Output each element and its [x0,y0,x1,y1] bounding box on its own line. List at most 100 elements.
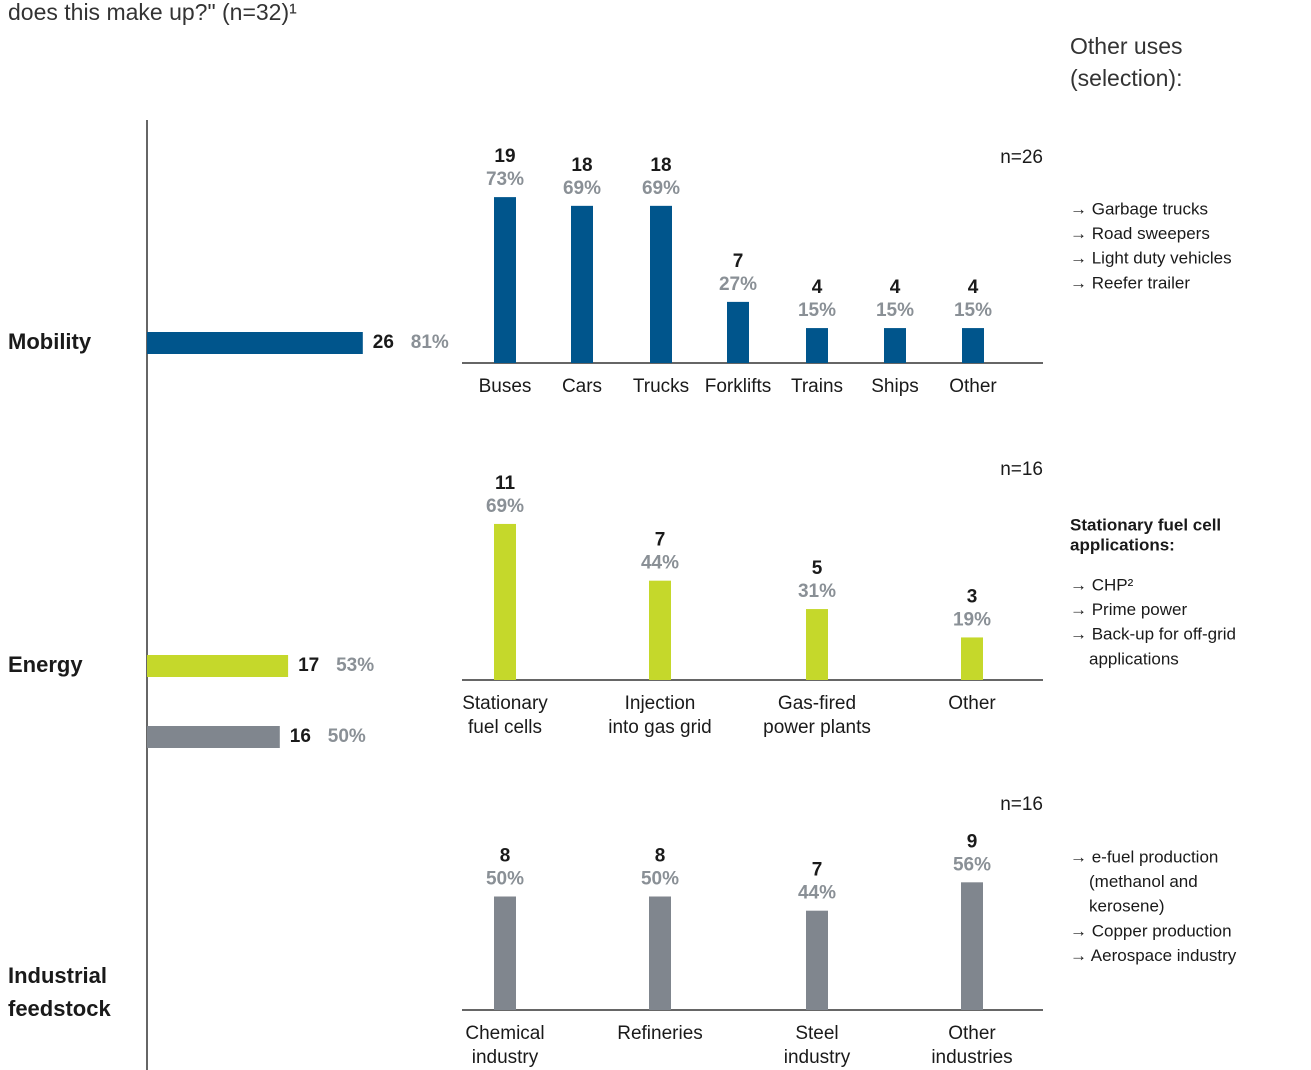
percent-label: 73% [486,169,524,190]
note-item: (methanol and [1089,872,1198,891]
value-label: 26 [373,332,394,353]
x-tick-label: Injection [625,693,696,714]
value-label: 7 [733,251,744,272]
note-item: → Back-up for off-grid [1070,625,1236,644]
x-tick-label: industries [931,1047,1012,1068]
value-label: 19 [494,146,515,167]
percent-label: 44% [641,553,679,574]
bar [727,301,749,363]
bar [147,726,280,748]
note-item: → Prime power [1070,600,1187,619]
percent-label: 69% [563,178,601,199]
value-label: 3 [967,586,978,607]
x-tick-label: Ships [871,376,919,397]
bar [494,523,516,680]
x-tick-label: Refineries [617,1023,703,1044]
value-label: 18 [650,155,671,176]
bar [961,882,983,1010]
value-label: 4 [812,277,823,298]
percent-label: 56% [953,854,991,875]
bar [806,609,828,680]
bar [147,332,363,354]
percent-label: 81% [411,332,449,353]
percent-label: 50% [328,726,366,747]
value-label: 16 [290,726,311,747]
x-tick-label: industry [784,1047,851,1068]
note-item: → Copper production [1070,921,1232,940]
note-item: → Light duty vehicles [1070,249,1232,268]
note-item: → Aerospace industry [1070,946,1237,965]
note-item: → e-fuel production [1070,847,1218,866]
percent-label: 53% [336,655,374,676]
x-tick-label: Chemical [465,1023,544,1044]
percent-label: 69% [486,496,524,517]
percent-label: 69% [642,178,680,199]
bar [961,637,983,680]
note-item: kerosene) [1089,897,1165,916]
value-label: 18 [571,155,592,176]
x-tick-label: Stationary [462,693,548,714]
category-label: Energy [8,652,83,677]
percent-label: 15% [954,300,992,321]
percent-label: 15% [798,300,836,321]
x-tick-label: Gas-fired [778,693,856,714]
note-item: → CHP² [1070,575,1134,594]
x-tick-label: Cars [562,376,602,397]
x-tick-label: Trucks [633,376,689,397]
category-label: Industrial [8,963,107,988]
x-tick-label: Other [949,376,997,397]
bar [649,896,671,1010]
note-heading: Stationary fuel cell [1070,515,1221,534]
value-label: 8 [500,846,511,867]
value-label: 8 [655,846,666,867]
bar [494,197,516,363]
percent-label: 15% [876,300,914,321]
percent-label: 50% [641,869,679,890]
other-uses-title: Other uses [1070,33,1183,59]
bar [806,910,828,1010]
percent-label: 44% [798,883,836,904]
value-label: 7 [655,530,666,551]
percent-label: 19% [953,609,991,630]
bar [962,328,984,363]
note-item: → Garbage trucks [1070,199,1208,218]
value-label: 17 [298,655,319,676]
value-label: 11 [495,473,516,494]
x-tick-label: Trains [791,376,843,397]
value-label: 5 [812,558,823,579]
x-tick-label: Other [948,693,996,714]
other-uses-title: (selection): [1070,65,1182,91]
bar [649,580,671,680]
bar [650,205,672,363]
note-item: applications [1089,649,1179,668]
note-item: → Reefer trailer [1070,273,1190,292]
x-tick-label: into gas grid [608,717,712,738]
x-tick-label: Buses [479,376,532,397]
bar [884,328,906,363]
x-tick-label: Steel [795,1023,838,1044]
x-tick-label: industry [472,1047,539,1068]
note-item: → Road sweepers [1070,224,1210,243]
bar [147,655,289,677]
category-label: Mobility [8,329,92,354]
percent-label: 50% [486,869,524,890]
value-label: 7 [812,860,823,881]
n-label: n=16 [1000,794,1043,815]
value-label: 4 [968,277,979,298]
percent-label: 31% [798,581,836,602]
value-label: 4 [890,277,901,298]
n-label: n=26 [1000,147,1043,168]
bar [571,205,593,363]
subtitle: does this make up?" (n=32)¹ [8,0,297,25]
x-tick-label: Other [948,1023,996,1044]
n-label: n=16 [1000,459,1043,480]
bar [494,896,516,1010]
value-label: 9 [967,831,978,852]
bar [806,328,828,363]
x-tick-label: fuel cells [468,717,542,738]
note-heading: applications: [1070,535,1175,554]
category-label: feedstock [8,996,111,1021]
x-tick-label: Forklifts [705,376,772,397]
percent-label: 27% [719,274,757,295]
